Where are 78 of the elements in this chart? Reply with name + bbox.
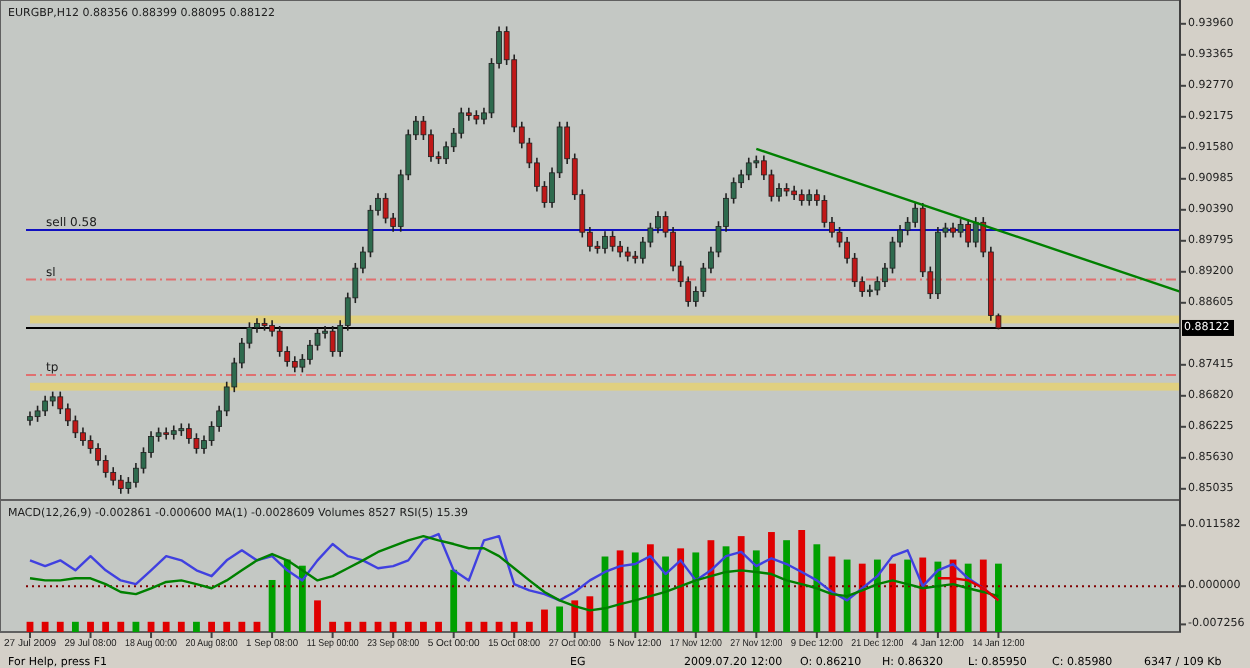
bar bbox=[813, 544, 821, 632]
bar bbox=[586, 596, 594, 632]
bar bbox=[208, 621, 215, 632]
bar bbox=[420, 621, 427, 632]
bar bbox=[783, 540, 790, 632]
bar bbox=[858, 563, 866, 632]
bar bbox=[556, 606, 564, 632]
bar bbox=[995, 563, 1002, 632]
candlestick bbox=[64, 402, 71, 427]
bar bbox=[314, 600, 321, 632]
bar bbox=[677, 548, 685, 632]
bar bbox=[268, 579, 276, 632]
candlestick bbox=[102, 454, 109, 479]
bar bbox=[102, 621, 110, 632]
bar bbox=[934, 561, 942, 632]
bar bbox=[465, 621, 473, 632]
candlestick bbox=[110, 466, 117, 487]
candlestick bbox=[329, 325, 336, 358]
candlestick bbox=[201, 434, 207, 455]
bar bbox=[571, 600, 579, 632]
bar bbox=[389, 621, 397, 632]
bar bbox=[162, 621, 170, 632]
candlestick bbox=[965, 218, 972, 249]
bar bbox=[737, 536, 745, 632]
bar bbox=[223, 621, 231, 632]
bar bbox=[329, 621, 337, 632]
candlestick bbox=[874, 275, 881, 297]
bar bbox=[798, 530, 806, 632]
candlestick bbox=[186, 422, 192, 445]
candlestick bbox=[957, 218, 964, 239]
bar bbox=[404, 621, 412, 632]
bar bbox=[541, 609, 548, 632]
bar bbox=[646, 544, 654, 632]
bar bbox=[238, 621, 246, 632]
candlestick bbox=[745, 156, 752, 181]
bar bbox=[193, 621, 200, 632]
candlestick bbox=[602, 230, 608, 255]
bar bbox=[344, 621, 352, 632]
bar bbox=[56, 621, 64, 632]
candlestick bbox=[821, 194, 828, 229]
bar bbox=[71, 621, 79, 632]
candlestick bbox=[80, 426, 86, 447]
bar bbox=[889, 563, 896, 632]
candlestick bbox=[655, 210, 661, 235]
candlestick bbox=[299, 353, 306, 374]
candlestick bbox=[428, 128, 434, 163]
candlestick bbox=[42, 395, 48, 417]
candlestick bbox=[57, 390, 64, 415]
bar bbox=[662, 556, 669, 632]
candlestick bbox=[163, 426, 170, 441]
bar bbox=[41, 621, 49, 632]
bar bbox=[904, 559, 912, 632]
bar bbox=[359, 621, 367, 632]
candlestick bbox=[307, 339, 313, 366]
bar bbox=[616, 550, 624, 632]
bar bbox=[525, 621, 533, 632]
bar bbox=[450, 569, 458, 632]
candlestick bbox=[972, 216, 979, 249]
bar bbox=[631, 552, 639, 632]
bar bbox=[752, 550, 760, 632]
candlestick bbox=[776, 182, 782, 203]
bar bbox=[843, 559, 851, 632]
bar bbox=[768, 532, 775, 632]
candlestick bbox=[443, 140, 449, 165]
candlestick bbox=[458, 106, 465, 140]
candlestick bbox=[609, 230, 616, 253]
bar bbox=[87, 621, 94, 632]
bar bbox=[692, 552, 700, 632]
candlestick bbox=[95, 442, 101, 467]
bar bbox=[510, 621, 518, 632]
bar bbox=[177, 621, 185, 632]
candlestick bbox=[117, 474, 124, 495]
bar bbox=[919, 557, 927, 632]
bar bbox=[435, 621, 442, 632]
candlestick bbox=[382, 192, 389, 225]
bar bbox=[117, 621, 125, 632]
bar bbox=[283, 559, 291, 632]
candlestick bbox=[866, 284, 873, 298]
